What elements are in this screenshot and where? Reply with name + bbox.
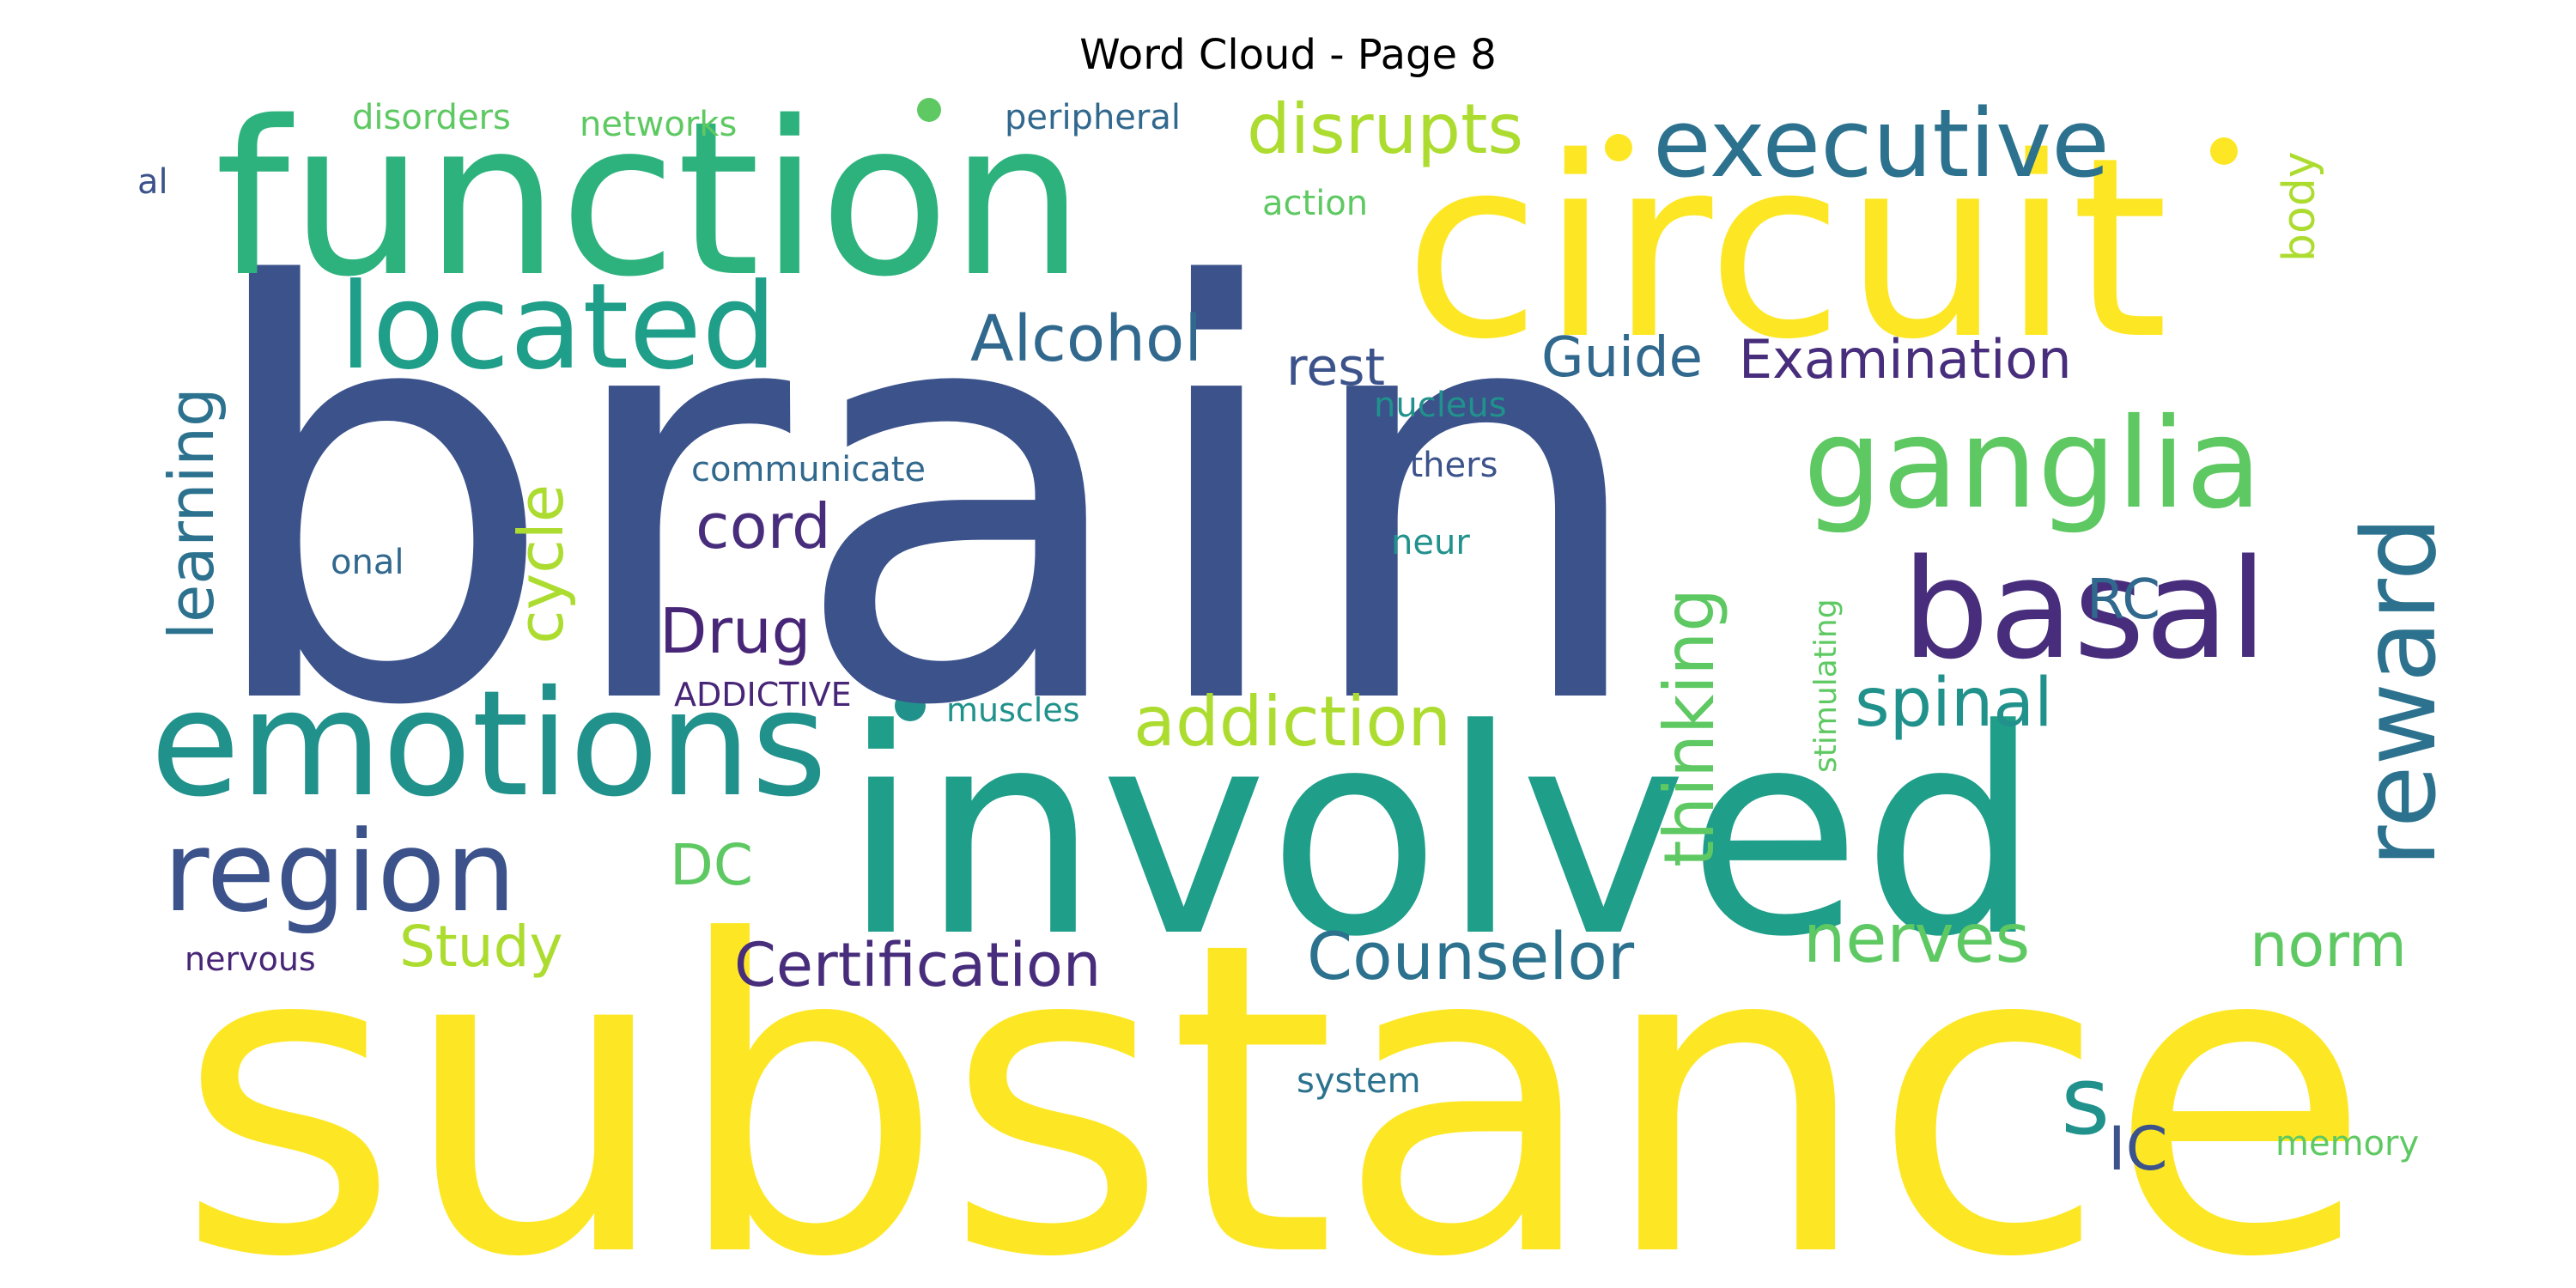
word: disorders [352, 98, 511, 137]
word: Guide [1541, 326, 1703, 390]
word: cord [696, 490, 831, 562]
word: nerves [1803, 901, 2030, 978]
word: Alcohol [970, 302, 1202, 376]
word: rest [1286, 337, 1385, 398]
word: Counselor [1307, 918, 1635, 994]
word: Examination [1739, 328, 2072, 391]
word: circuit [1404, 105, 2168, 394]
word: muscles [946, 691, 1080, 729]
word: executive [1653, 88, 2110, 198]
word: ganglia [1803, 392, 2262, 537]
word: Others [1382, 446, 1498, 485]
cloud-dot [2210, 137, 2238, 165]
word: Drug [659, 595, 811, 667]
word: system [1297, 1061, 1421, 1101]
word: thinking [1649, 588, 1729, 867]
word: body [2274, 151, 2325, 262]
word: cycle [505, 484, 577, 644]
word: ADDICTIVE [674, 676, 852, 714]
word: peripheral [1005, 98, 1181, 137]
word: onal [331, 543, 404, 582]
word: emotions [150, 659, 827, 829]
word: Certification [734, 930, 1101, 1000]
word: nucleus [1374, 386, 1507, 425]
word: al [137, 162, 168, 202]
word: networks [580, 105, 737, 144]
word: learning [155, 387, 228, 640]
word: nervous [185, 940, 316, 978]
cloud-dot [895, 690, 926, 721]
word: DC [670, 832, 753, 898]
word: basal [1902, 529, 2267, 690]
cloud-dot [917, 98, 941, 122]
word: norm [2250, 910, 2407, 981]
word: function [215, 76, 1084, 324]
word: s [2061, 1046, 2110, 1156]
word: addiction [1133, 682, 1451, 762]
word: IC [2108, 1114, 2168, 1184]
word: involved [841, 669, 2042, 999]
word: substance [176, 851, 2372, 1288]
word: action [1262, 184, 1368, 223]
word: memory [2275, 1124, 2419, 1163]
word: RC [2087, 568, 2160, 632]
word: stimulating [1808, 598, 1844, 773]
word: Study [399, 914, 563, 980]
word: reward [2340, 516, 2458, 867]
word: neur [1391, 523, 1470, 562]
page-title: Word Cloud - Page 8 [1079, 31, 1497, 79]
cloud-dot [1605, 134, 1632, 161]
word: region [163, 806, 516, 937]
word: communicate [691, 450, 926, 489]
word: located [339, 258, 777, 396]
word: spinal [1855, 665, 2053, 742]
word: disrupts [1247, 89, 1523, 169]
word: brain [197, 169, 1654, 829]
